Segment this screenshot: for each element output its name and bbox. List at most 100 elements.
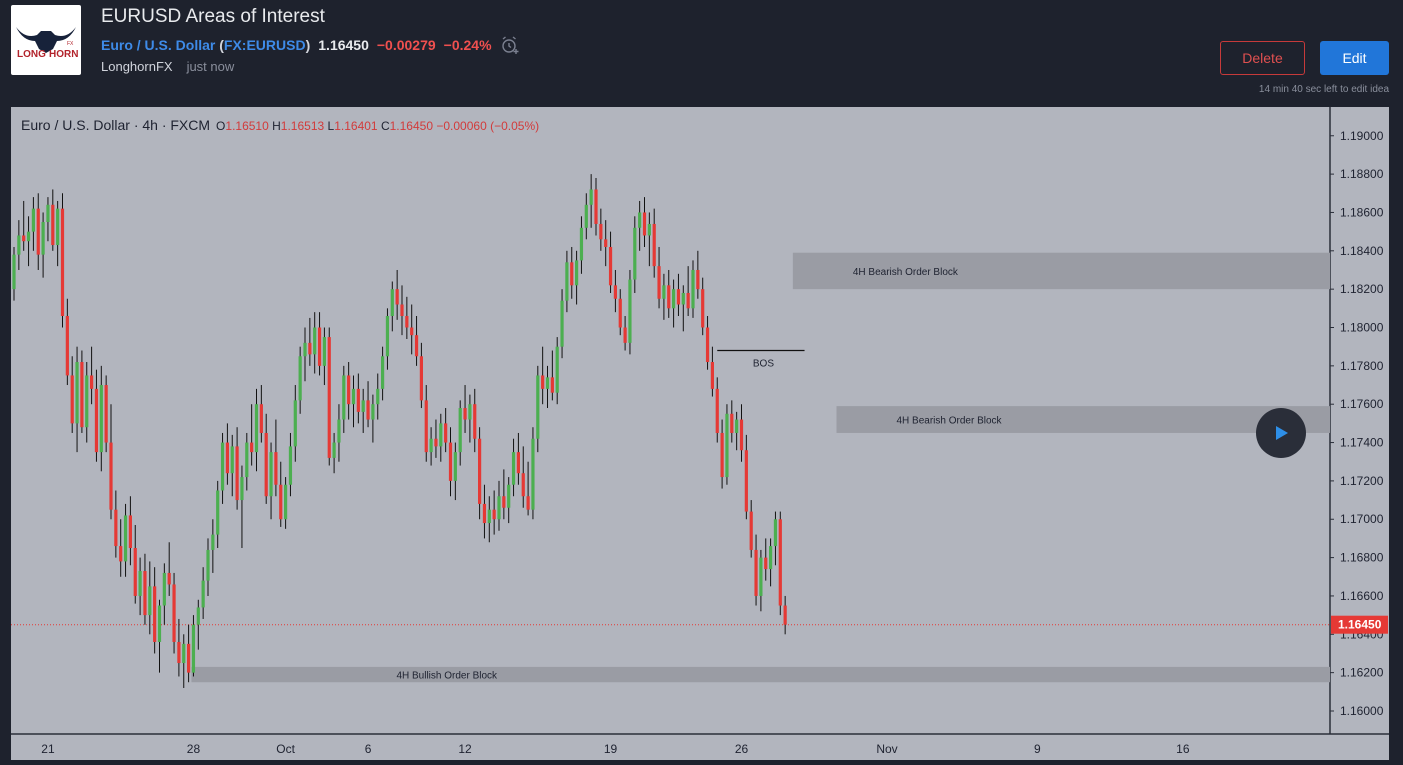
candle-body[interactable] xyxy=(245,442,249,478)
candle-body[interactable] xyxy=(264,432,268,497)
candle-body[interactable] xyxy=(550,377,554,393)
delete-button[interactable]: Delete xyxy=(1220,41,1305,75)
candle-body[interactable] xyxy=(376,388,380,405)
candle-body[interactable] xyxy=(526,496,530,510)
candle-body[interactable] xyxy=(482,503,487,524)
candlestick-chart[interactable]: 4H Bearish Order Block 4H Bearish Order B… xyxy=(11,107,1389,760)
candle-body[interactable] xyxy=(366,400,370,420)
candle-body[interactable] xyxy=(22,235,26,242)
candle-body[interactable] xyxy=(463,408,467,420)
candle-body[interactable] xyxy=(148,586,152,616)
candle-body[interactable] xyxy=(565,262,569,301)
candle-body[interactable] xyxy=(516,452,520,474)
candle-body[interactable] xyxy=(507,484,511,508)
candle-body[interactable] xyxy=(70,375,74,424)
candle-body[interactable] xyxy=(279,484,283,520)
candle-body[interactable] xyxy=(75,362,79,424)
candle-body[interactable] xyxy=(347,375,351,405)
candle-body[interactable] xyxy=(749,511,753,550)
candle-body[interactable] xyxy=(390,289,394,316)
candle-body[interactable] xyxy=(303,342,307,357)
candle-body[interactable] xyxy=(686,292,690,309)
candle-body[interactable] xyxy=(652,223,656,267)
candle-body[interactable] xyxy=(26,231,31,242)
candle-body[interactable] xyxy=(254,404,259,453)
candle-body[interactable] xyxy=(182,643,186,664)
candle-body[interactable] xyxy=(327,337,331,458)
candle-body[interactable] xyxy=(220,442,225,491)
candle-body[interactable] xyxy=(123,515,128,562)
candle-body[interactable] xyxy=(225,442,229,474)
candle-body[interactable] xyxy=(555,346,559,393)
candle-body[interactable] xyxy=(313,327,317,355)
candle-body[interactable] xyxy=(250,442,254,453)
candle-body[interactable] xyxy=(608,246,613,286)
candle-body[interactable] xyxy=(41,222,45,255)
candle-body[interactable] xyxy=(128,515,132,549)
candle-body[interactable] xyxy=(385,316,390,357)
candle-body[interactable] xyxy=(429,438,433,453)
time-axis[interactable] xyxy=(11,734,1389,760)
candle-body[interactable] xyxy=(439,423,443,447)
candle-body[interactable] xyxy=(511,452,516,485)
candle-body[interactable] xyxy=(104,385,108,443)
candle-body[interactable] xyxy=(206,549,210,581)
candle-body[interactable] xyxy=(623,327,627,343)
candle-body[interactable] xyxy=(754,549,758,596)
candle-body[interactable] xyxy=(764,557,768,570)
candle-body[interactable] xyxy=(85,375,89,428)
candle-body[interactable] xyxy=(478,438,482,504)
candle-body[interactable] xyxy=(216,490,220,535)
candle-body[interactable] xyxy=(240,477,244,501)
candle-body[interactable] xyxy=(667,285,671,309)
candle-body[interactable] xyxy=(410,327,414,336)
candle-body[interactable] xyxy=(502,496,506,508)
play-replay-button[interactable] xyxy=(1256,408,1306,458)
order-block-zone[interactable] xyxy=(191,666,1331,683)
candle-body[interactable] xyxy=(65,316,69,376)
candle-body[interactable] xyxy=(531,438,535,510)
candle-body[interactable] xyxy=(157,605,162,642)
candle-body[interactable] xyxy=(570,262,574,286)
candle-body[interactable] xyxy=(284,484,288,520)
candle-body[interactable] xyxy=(579,227,584,261)
candle-body[interactable] xyxy=(715,388,719,433)
candle-body[interactable] xyxy=(308,342,312,355)
candle-body[interactable] xyxy=(691,269,695,309)
candle-body[interactable] xyxy=(153,586,157,642)
candle-body[interactable] xyxy=(60,208,65,316)
candle-body[interactable] xyxy=(705,327,710,363)
candle-body[interactable] xyxy=(744,450,748,512)
candle-body[interactable] xyxy=(599,223,603,240)
candle-body[interactable] xyxy=(497,496,501,520)
candle-body[interactable] xyxy=(696,269,700,290)
alarm-clock-plus-icon[interactable] xyxy=(500,35,520,55)
candle-body[interactable] xyxy=(109,442,113,510)
candle-body[interactable] xyxy=(337,419,341,443)
candle-body[interactable] xyxy=(589,189,593,205)
candle-body[interactable] xyxy=(201,580,205,608)
candle-body[interactable] xyxy=(381,356,385,389)
candle-body[interactable] xyxy=(662,285,666,299)
candle-body[interactable] xyxy=(17,235,21,255)
candle-body[interactable] xyxy=(419,356,423,401)
candle-body[interactable] xyxy=(468,404,472,420)
candle-body[interactable] xyxy=(172,584,176,642)
candle-body[interactable] xyxy=(618,298,622,328)
candle-body[interactable] xyxy=(730,413,734,433)
candle-body[interactable] xyxy=(342,375,346,420)
candle-body[interactable] xyxy=(395,289,399,305)
candle-body[interactable] xyxy=(560,300,564,347)
candle-body[interactable] xyxy=(638,212,642,228)
candle-body[interactable] xyxy=(167,572,171,585)
candle-body[interactable] xyxy=(94,388,99,453)
candle-body[interactable] xyxy=(769,546,773,570)
candle-body[interactable] xyxy=(448,442,453,481)
candle-body[interactable] xyxy=(133,548,137,596)
candle-body[interactable] xyxy=(594,189,598,224)
candle-body[interactable] xyxy=(487,509,491,524)
candle-body[interactable] xyxy=(187,643,191,673)
candle-body[interactable] xyxy=(143,571,147,616)
candle-body[interactable] xyxy=(759,557,763,596)
candle-body[interactable] xyxy=(56,208,60,246)
